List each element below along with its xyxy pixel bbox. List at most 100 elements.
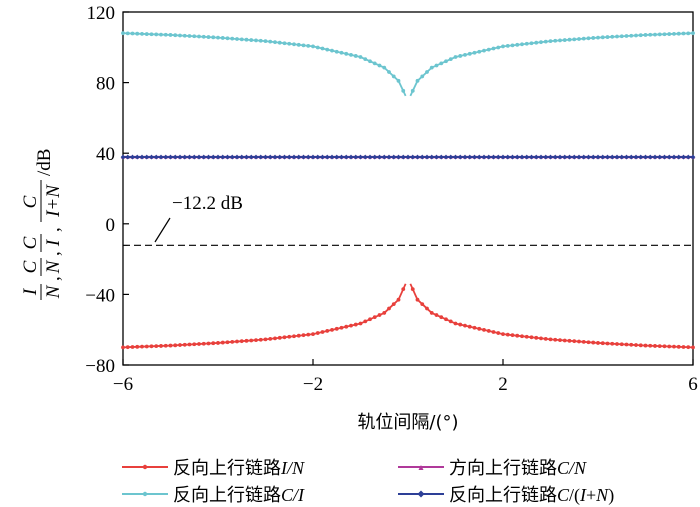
series-point [215, 154, 221, 160]
series-point [211, 35, 216, 40]
series-point [400, 154, 406, 160]
series-point [286, 154, 292, 160]
series-point [277, 335, 282, 340]
series-point [481, 154, 487, 160]
series-point [196, 154, 202, 160]
series-point [500, 154, 506, 160]
series-point [577, 339, 581, 344]
y-title-frac1-den: N [43, 284, 64, 299]
series-point [311, 332, 315, 337]
series-point [515, 333, 520, 338]
y-tick-label: −40 [85, 285, 115, 306]
series-point [420, 74, 425, 79]
series-point [282, 335, 287, 340]
series-point [306, 43, 311, 48]
series-point [562, 338, 567, 343]
series-point [496, 331, 501, 335]
series-point [567, 37, 572, 42]
series-point [239, 339, 244, 344]
series-point [453, 154, 458, 160]
series-point [267, 154, 273, 160]
series-i-n [121, 283, 695, 350]
series-point [538, 154, 544, 160]
series-point [296, 333, 301, 338]
series-point [377, 313, 382, 317]
series-point [524, 41, 529, 46]
series-point [429, 65, 434, 70]
series-point [244, 338, 249, 343]
legend-label-c-n-var: C/N [557, 458, 587, 478]
series-point [325, 329, 330, 333]
series-point [482, 48, 486, 53]
series-point [648, 32, 653, 37]
y-tick-label: 80 [96, 74, 115, 95]
series-point [391, 302, 396, 307]
series-point [301, 333, 306, 338]
series-point [529, 41, 534, 46]
series-point [572, 37, 577, 42]
series-point [201, 154, 207, 160]
series-point [182, 342, 187, 347]
series-point [472, 325, 477, 330]
series-point [220, 36, 225, 40]
series-point [273, 336, 277, 341]
series-point [439, 315, 444, 320]
series-point [434, 313, 439, 317]
series-point [685, 154, 691, 160]
series-point [605, 341, 610, 346]
series-point [581, 154, 587, 160]
series-point [310, 154, 316, 160]
series-point [424, 154, 430, 160]
annotation-leader [154, 217, 171, 243]
series-point [491, 154, 496, 160]
series-point [292, 42, 296, 47]
series-point [605, 154, 610, 160]
series-point [686, 31, 691, 36]
series-point [553, 38, 558, 43]
series-point [491, 330, 496, 334]
y-tick-label: 40 [96, 144, 115, 165]
svg-text:反向上行链路C/I: 反向上行链路C/I [173, 485, 305, 506]
series-point [396, 78, 401, 83]
series-point [263, 154, 268, 160]
series-point [372, 315, 377, 320]
series-point [577, 37, 581, 41]
series-point [320, 330, 325, 334]
series-point [239, 37, 244, 42]
series-point [671, 154, 677, 160]
series-point [581, 36, 586, 41]
series-point [121, 345, 125, 350]
y-title-frac3-num: C [20, 236, 41, 249]
series-point [591, 36, 596, 40]
series-point [273, 40, 277, 45]
series-point [410, 154, 416, 160]
series-point [244, 154, 249, 160]
series-point [653, 32, 657, 37]
series-point [543, 154, 549, 160]
series-point [363, 319, 368, 324]
series-point [235, 37, 239, 41]
series-point [691, 345, 695, 350]
series-point [453, 55, 458, 59]
series-point [448, 319, 453, 324]
series-point [363, 57, 368, 62]
series-point [144, 154, 150, 160]
series-point [567, 338, 572, 343]
series-point [629, 342, 634, 347]
series-point [372, 154, 378, 160]
series-point [172, 154, 178, 160]
series-point [125, 345, 130, 350]
series-point [387, 306, 391, 311]
series-point [140, 344, 144, 349]
series-point [476, 154, 482, 160]
series-point [486, 47, 491, 52]
series-point [543, 39, 548, 44]
plot-frame [122, 11, 694, 366]
series-point [139, 154, 145, 160]
series-point [330, 48, 334, 53]
series-point [225, 36, 230, 41]
series-point [268, 39, 273, 44]
series-point [657, 32, 662, 37]
series-point [533, 154, 539, 160]
